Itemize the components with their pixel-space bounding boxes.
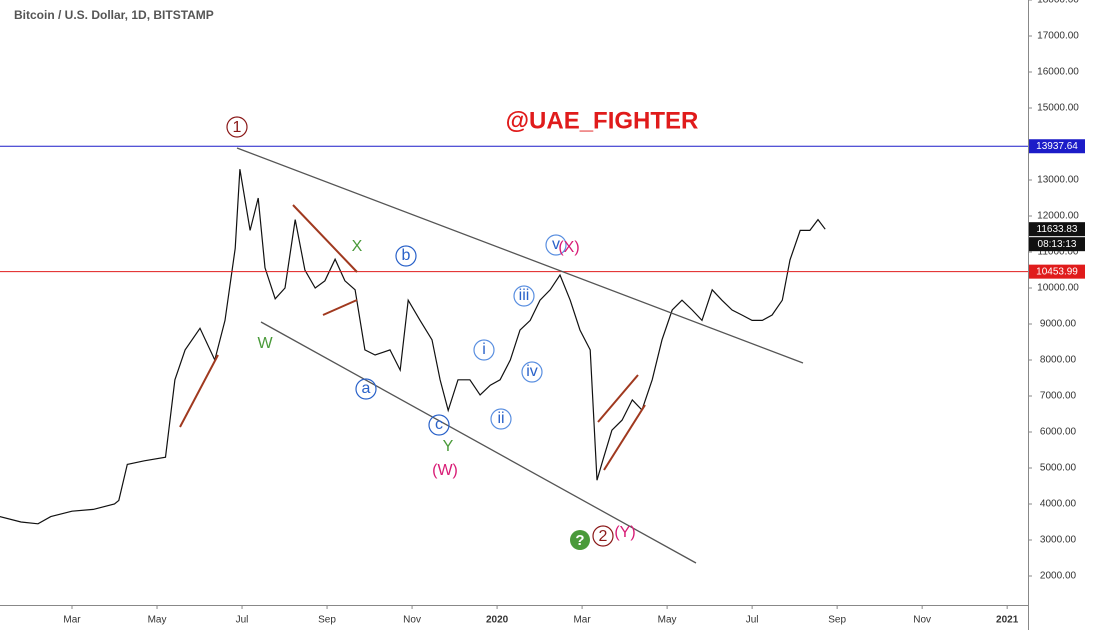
x-tick-label: Jul <box>236 615 249 626</box>
upper-trendline <box>236 147 804 364</box>
x-tick-label: 2021 <box>996 615 1019 626</box>
wave-label: i <box>482 341 486 358</box>
lower-trendline <box>260 321 697 564</box>
price-label-box <box>1029 222 1085 237</box>
wave-label: 1 <box>233 119 242 136</box>
price-label-box <box>1029 139 1085 154</box>
wave-label: c <box>435 416 443 433</box>
wave-label: ? <box>575 532 584 549</box>
wave-circle <box>513 285 535 307</box>
x-tick-label: Sep <box>828 615 846 626</box>
x-tick-label: Jul <box>746 615 759 626</box>
pattern-line <box>292 204 358 273</box>
watermark: @UAE_FIGHTER <box>506 107 699 134</box>
wave-label: W <box>257 335 273 352</box>
pattern-line <box>322 299 358 316</box>
y-tick-label: 9000.00 <box>1040 319 1077 330</box>
chart-title: Bitcoin / U.S. Dollar, 1D, BITSTAMP <box>14 8 214 22</box>
y-tick-label: 18000.00 <box>1037 0 1079 6</box>
wave-circle <box>545 234 567 256</box>
wave-circle <box>226 116 248 138</box>
wave-label: iii <box>519 287 530 304</box>
x-tick-label: May <box>148 615 167 626</box>
wave-circle <box>355 378 377 400</box>
pattern-line <box>597 374 639 423</box>
y-tick-label: 10000.00 <box>1037 283 1079 294</box>
price-label: 11633.83 <box>1037 224 1078 235</box>
y-tick-label: 16000.00 <box>1037 67 1079 78</box>
wave-circle <box>473 339 495 361</box>
x-tick-label: May <box>658 615 677 626</box>
y-tick-label: 7000.00 <box>1040 391 1077 402</box>
y-tick-label: 8000.00 <box>1040 355 1077 366</box>
wave-circle <box>395 245 417 267</box>
y-tick-label: 5000.00 <box>1040 463 1077 474</box>
wave-label: (X) <box>558 239 579 256</box>
x-tick-label: Sep <box>318 615 336 626</box>
plot <box>0 145 1028 525</box>
wave-label: b <box>402 247 411 264</box>
wave-label: 2 <box>599 528 608 545</box>
wave-label: ii <box>497 410 504 427</box>
y-tick-label: 12000.00 <box>1037 211 1079 222</box>
price-label: 10453.99 <box>1036 266 1078 277</box>
trendlines <box>236 147 804 564</box>
wave-circle <box>592 525 614 547</box>
pattern-line <box>603 404 646 471</box>
price-line <box>0 169 826 525</box>
wave-label: v <box>552 236 560 253</box>
y-tick-label: 4000.00 <box>1040 499 1077 510</box>
wave-label: a <box>362 380 371 397</box>
countdown-box <box>1029 237 1085 252</box>
countdown: 08:13:13 <box>1038 239 1077 250</box>
y-tick-label: 3000.00 <box>1040 535 1077 546</box>
y-tick-label: 2000.00 <box>1040 571 1077 582</box>
wave-label: X <box>352 238 363 255</box>
y-tick-label: 17000.00 <box>1037 31 1079 42</box>
x-tick-label: Mar <box>63 615 81 626</box>
x-tick-label: Nov <box>403 615 421 626</box>
y-tick-label: 13000.00 <box>1037 175 1079 186</box>
pattern-lines <box>179 204 646 471</box>
wave-label: iv <box>526 363 538 380</box>
price-label: 13937.64 <box>1036 141 1078 152</box>
question-badge <box>570 530 590 550</box>
wave-label: Y <box>443 438 454 455</box>
wave-circle <box>428 414 450 436</box>
x-tick-label: Mar <box>573 615 591 626</box>
y-tick-label: 11000.00 <box>1038 247 1079 258</box>
wave-circle <box>521 361 543 383</box>
x-tick-label: 2020 <box>486 615 509 626</box>
wave-label: (W) <box>432 462 458 479</box>
wave-circle <box>490 408 512 430</box>
pattern-line <box>179 354 219 428</box>
y-tick-label: 6000.00 <box>1040 427 1077 438</box>
x-tick-label: Nov <box>913 615 931 626</box>
wave-label: (Y) <box>614 524 635 541</box>
y-tick-label: 15000.00 <box>1037 103 1079 114</box>
price-label-box <box>1029 264 1085 279</box>
